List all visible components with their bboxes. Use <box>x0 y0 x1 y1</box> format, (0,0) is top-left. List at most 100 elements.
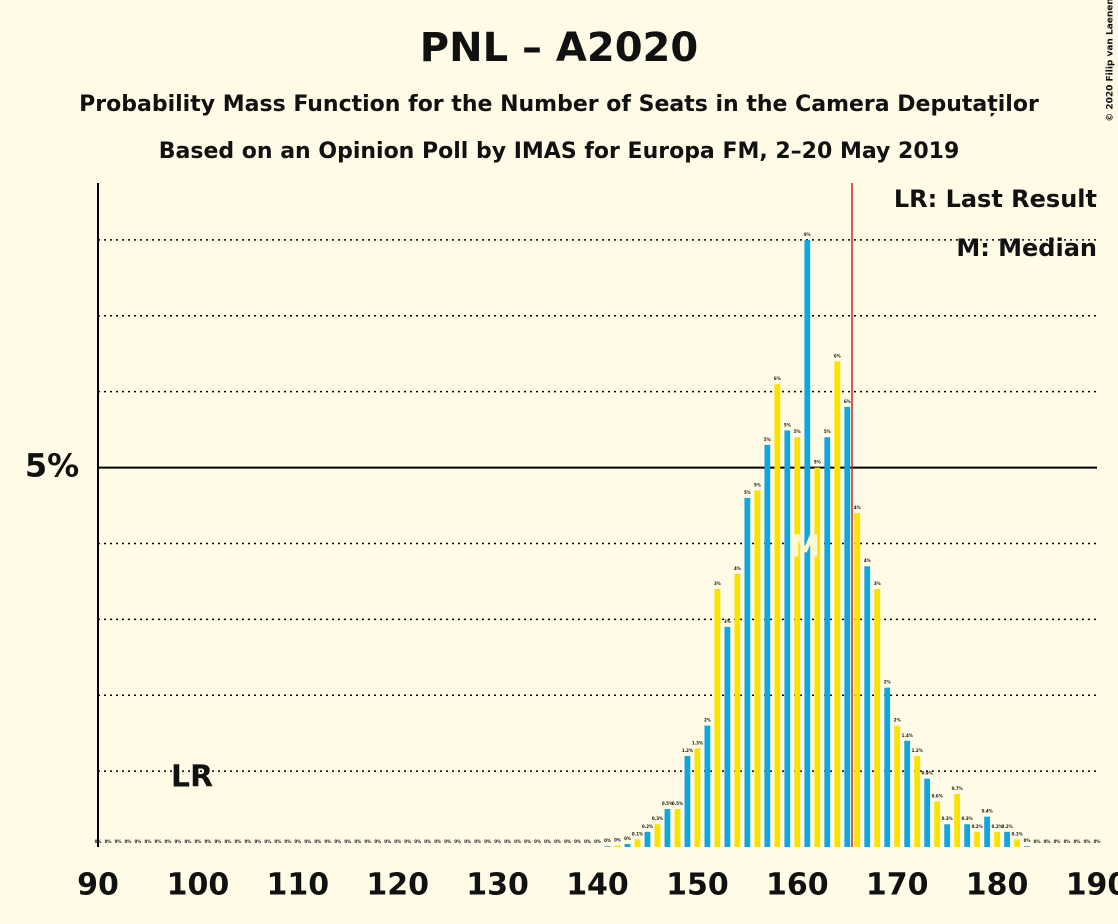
value-label: 0% <box>404 839 411 844</box>
value-label: 0% <box>474 839 481 844</box>
value-label: 0% <box>115 839 122 844</box>
value-label: 0% <box>224 839 231 844</box>
bar <box>934 801 941 847</box>
x-tick-label: 120 <box>366 868 429 903</box>
bar <box>704 725 711 847</box>
x-tick-label: 140 <box>566 868 629 903</box>
value-label: 0% <box>444 839 451 844</box>
bar <box>694 748 701 847</box>
bar <box>634 839 641 847</box>
bar <box>774 384 781 847</box>
bar <box>914 755 921 847</box>
value-label: 3% <box>874 581 881 586</box>
bar <box>854 513 861 847</box>
value-label: 0% <box>175 839 182 844</box>
value-label: 0% <box>524 839 531 844</box>
last-result-label: LR <box>171 760 213 795</box>
value-label: 0.7% <box>952 786 963 791</box>
value-label: 0% <box>614 837 621 842</box>
bar <box>754 490 761 847</box>
value-label: 0% <box>414 839 421 844</box>
legend-entry: LR: Last Result <box>894 185 1097 213</box>
bar <box>684 755 691 847</box>
value-label: 1.4% <box>902 733 913 738</box>
value-label: 0% <box>454 839 461 844</box>
value-label: 0.5% <box>662 801 673 806</box>
value-label: 0.1% <box>632 831 643 836</box>
value-label: 0% <box>234 839 241 844</box>
value-label: 5% <box>754 482 761 487</box>
value-label: 0% <box>165 839 172 844</box>
bar <box>794 437 801 847</box>
value-label: 6% <box>774 376 781 381</box>
value-label: 5% <box>824 429 831 434</box>
value-label: 0.3% <box>962 816 973 821</box>
x-tick-label: 160 <box>766 868 829 903</box>
value-label: 1.2% <box>682 748 693 753</box>
value-label: 6% <box>844 399 851 404</box>
value-label: 4% <box>734 566 741 571</box>
value-label: 3% <box>714 581 721 586</box>
value-label: 0% <box>364 839 371 844</box>
value-label: 0% <box>135 839 142 844</box>
value-label: 0% <box>344 839 351 844</box>
value-label: 0% <box>584 839 591 844</box>
value-label: 0% <box>354 839 361 844</box>
value-label: 0.6% <box>932 793 943 798</box>
value-label: 1.3% <box>692 740 703 745</box>
value-label: 0.2% <box>992 824 1003 829</box>
value-label: 0.2% <box>972 824 983 829</box>
bar <box>894 725 901 847</box>
value-label: 0% <box>554 839 561 844</box>
value-label: 0% <box>324 839 331 844</box>
value-label: 4% <box>854 505 861 510</box>
bar <box>1004 831 1010 847</box>
bar <box>624 843 631 847</box>
bar <box>764 444 771 847</box>
value-label: 2% <box>884 680 891 685</box>
bar <box>834 361 841 847</box>
bar <box>664 809 671 847</box>
bar <box>1024 846 1030 847</box>
value-label: 0% <box>1054 839 1061 844</box>
value-label: 5% <box>744 490 751 495</box>
value-label: 0% <box>574 839 581 844</box>
value-label: 0% <box>374 839 381 844</box>
value-label: 0.2% <box>642 824 653 829</box>
value-label: 0% <box>504 839 511 844</box>
bar <box>924 778 931 847</box>
value-label: 0% <box>314 839 321 844</box>
value-label: 0.2% <box>1002 824 1013 829</box>
bar <box>884 687 891 847</box>
value-label: 0% <box>624 836 631 841</box>
value-label: 1.2% <box>912 748 923 753</box>
value-label: 5% <box>794 429 801 434</box>
median-label: M <box>790 530 820 565</box>
bar <box>614 845 621 847</box>
bar <box>724 626 731 847</box>
value-label: 0% <box>254 839 261 844</box>
x-tick-label: 110 <box>266 868 329 903</box>
value-label: 0% <box>105 839 112 844</box>
bar <box>994 831 1000 847</box>
value-label: 0% <box>544 839 551 844</box>
bar <box>824 437 831 847</box>
x-tick-label: 170 <box>866 868 929 903</box>
value-label: 0% <box>394 839 401 844</box>
x-tick-label: 190 <box>1066 868 1118 903</box>
copyright: © 2020 Filip van Laenen <box>1106 0 1116 122</box>
value-label: 5% <box>814 460 821 465</box>
value-label: 0% <box>594 839 601 844</box>
value-label: 0% <box>195 839 202 844</box>
x-tick-label: 130 <box>466 868 529 903</box>
value-label: 0% <box>274 839 281 844</box>
x-tick-label: 100 <box>167 868 230 903</box>
bar <box>644 831 651 847</box>
value-label: 0.3% <box>942 816 953 821</box>
value-label: 0% <box>125 839 132 844</box>
bar <box>984 816 991 847</box>
value-label: 0.3% <box>652 816 663 821</box>
bar <box>864 566 871 847</box>
